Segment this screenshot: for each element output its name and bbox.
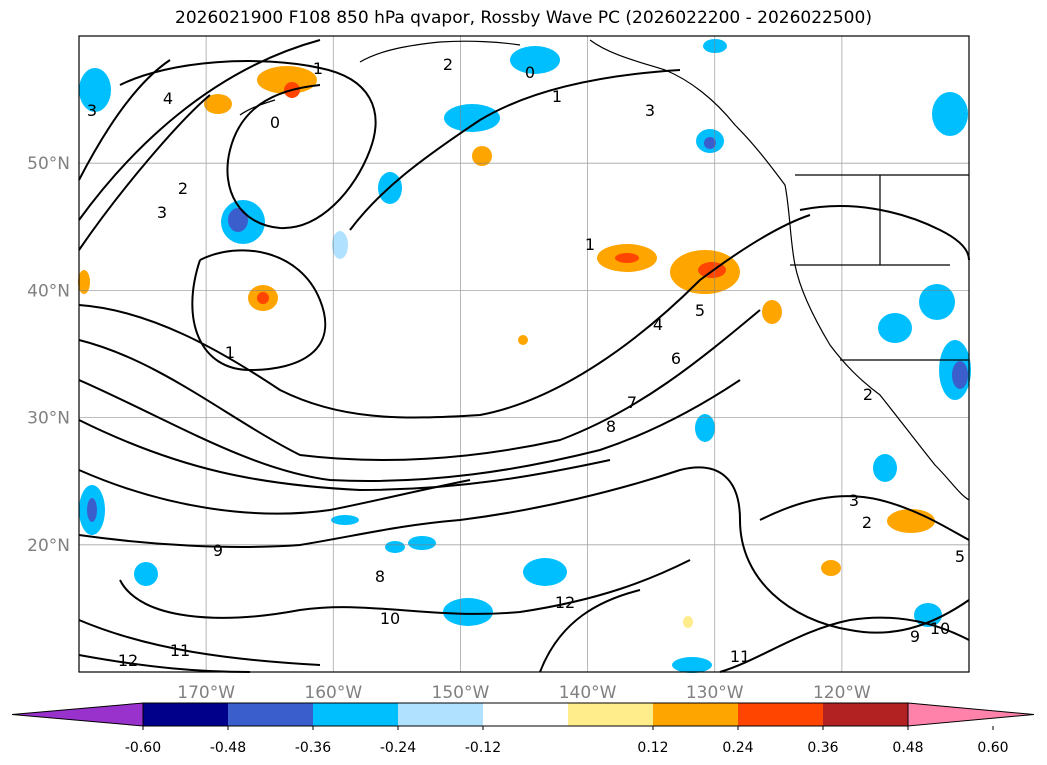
- colorbar: -0.60 -0.48 -0.36 -0.24 -0.12 0.12 0.24 0.36 0.4…: [11, 702, 1035, 756]
- contour-label: 3: [157, 203, 167, 222]
- longitude-tick-label: 120°W: [813, 683, 871, 703]
- colorbar-tick-label: 0.36: [807, 740, 838, 756]
- contour-label: 3: [87, 101, 97, 120]
- contour-label: 11: [730, 647, 750, 666]
- contour-label: 2: [862, 513, 872, 532]
- contour-label: 12: [555, 593, 575, 612]
- contour-label: 10: [380, 609, 400, 628]
- latitude-tick-label: 50°N: [27, 154, 70, 174]
- contour-label: 4: [163, 89, 173, 108]
- contour-label: 0: [525, 63, 535, 82]
- grid-lines: [79, 36, 969, 672]
- contour-label: 5: [955, 547, 965, 566]
- colorbar-segment: [823, 703, 908, 726]
- longitude-labels: 170°W 160°W 150°W 140°W 130°W 120°W: [177, 683, 871, 703]
- contour-label: 2: [178, 179, 188, 198]
- colorbar-tick-label: -0.48: [210, 740, 246, 756]
- anomaly-shading: [78, 39, 971, 673]
- contour-label: 1: [313, 59, 323, 78]
- colorbar-tick-label: -0.36: [295, 740, 331, 756]
- colorbar-segment: [653, 703, 738, 726]
- colorbar-segment: [143, 703, 228, 726]
- contour-label: 9: [213, 541, 223, 560]
- contour-label: 3: [849, 491, 859, 510]
- colorbar-arrow-left: [11, 702, 144, 727]
- colorbar-tick-label: 0.12: [637, 740, 668, 756]
- map-background: [79, 36, 969, 672]
- contour-label: 6: [671, 349, 681, 368]
- coastlines: [239, 39, 970, 501]
- colorbar-segment: [313, 703, 398, 726]
- colorbar-segment: [738, 703, 823, 726]
- longitude-tick-label: 150°W: [432, 683, 490, 703]
- latitude-tick-label: 20°N: [27, 536, 70, 556]
- contour-label: 10: [930, 619, 950, 638]
- map-title: 2026021900 F108 850 hPa qvapor, Rossby W…: [175, 8, 872, 28]
- contour-lines: [78, 39, 970, 673]
- contour-label: 2: [443, 55, 453, 74]
- colorbar-tick-label: -0.24: [380, 740, 416, 756]
- contour-label: 9: [910, 627, 920, 646]
- colorbar-segment: [398, 703, 483, 726]
- contour-label: 11: [170, 641, 190, 660]
- colorbar-tick-label: 0.48: [892, 740, 923, 756]
- longitude-tick-label: 130°W: [686, 683, 744, 703]
- latitude-tick-label: 40°N: [27, 281, 70, 301]
- colorbar-tick-label: 0.60: [977, 740, 1008, 756]
- map-border: [78, 35, 970, 673]
- colorbar-outline: [142, 702, 909, 727]
- longitude-tick-label: 140°W: [559, 683, 617, 703]
- colorbar-tick-label: 0.24: [722, 740, 753, 756]
- longitude-tick-label: 170°W: [177, 683, 235, 703]
- colorbar-tick-label: -0.60: [125, 740, 161, 756]
- contour-label: 12: [118, 651, 138, 670]
- contour-label: 3: [645, 101, 655, 120]
- colorbar-tick-label: -0.12: [465, 740, 501, 756]
- contour-label: 1: [552, 87, 562, 106]
- contour-label: 7: [627, 393, 637, 412]
- colorbar-arrow-right: [907, 702, 1035, 727]
- contour-label: 5: [695, 301, 705, 320]
- latitude-tick-label: 30°N: [27, 409, 70, 429]
- colorbar-segment: [483, 703, 568, 726]
- contour-label: 4: [653, 315, 663, 334]
- contour-label: 0: [270, 113, 280, 132]
- contour-label: 2: [863, 385, 873, 404]
- colorbar-segment: [568, 703, 653, 726]
- longitude-tick-label: 160°W: [304, 683, 362, 703]
- contour-label: 8: [606, 417, 616, 436]
- contour-label: 8: [375, 567, 385, 586]
- latitude-labels: 50°N 40°N 30°N 20°N: [27, 154, 70, 556]
- contour-label: 1: [225, 343, 235, 362]
- colorbar-segment: [228, 703, 313, 726]
- contour-label: 1: [585, 235, 595, 254]
